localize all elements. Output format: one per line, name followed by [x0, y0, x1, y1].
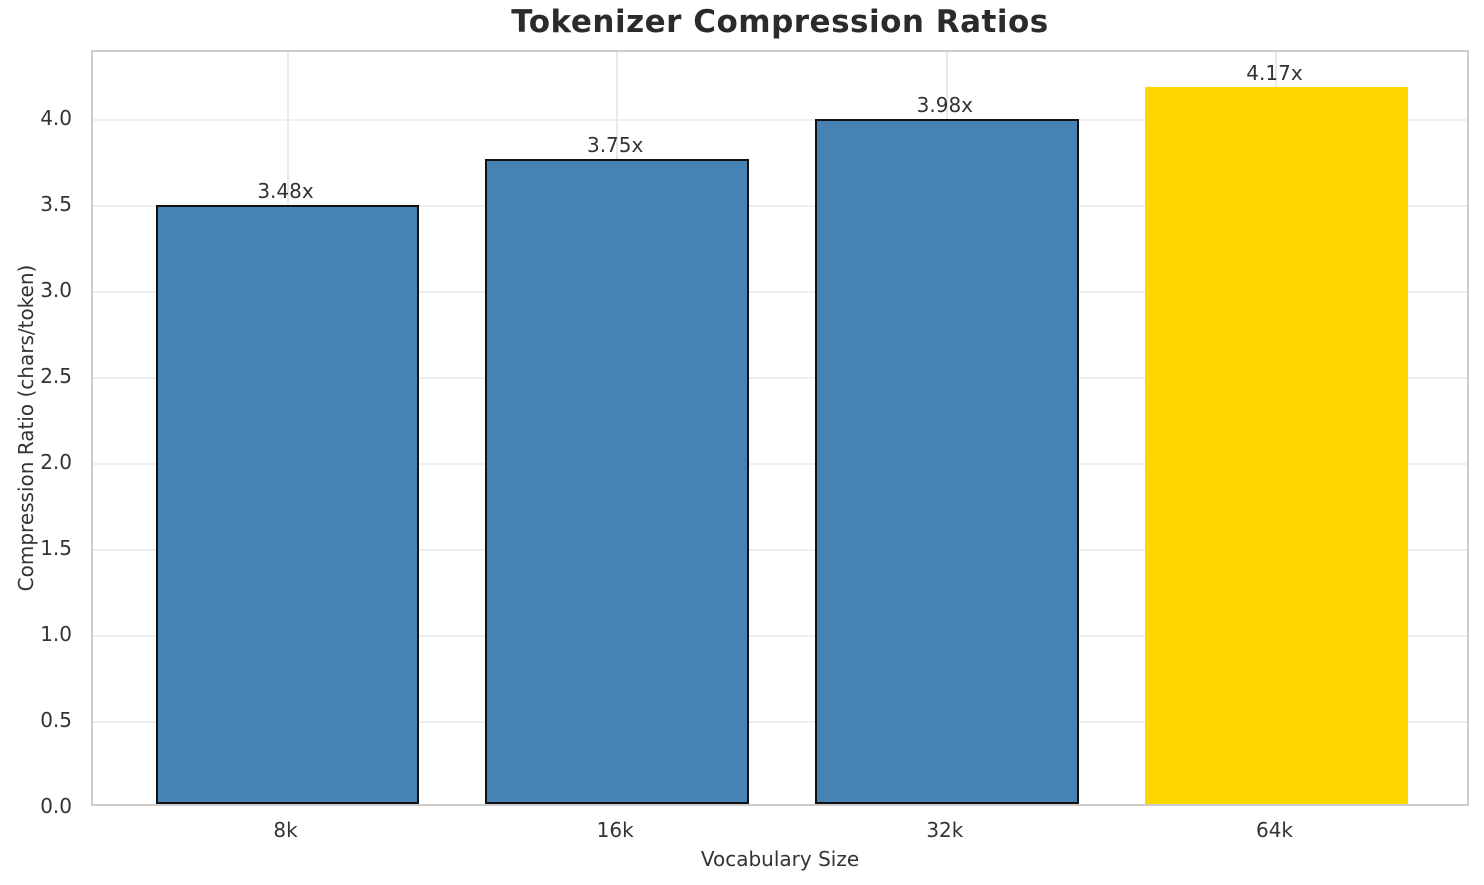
y-gridline [93, 720, 1467, 723]
y-gridline [93, 634, 1467, 637]
y-tick-label: 3.0 [40, 277, 72, 302]
plot-area [91, 50, 1469, 806]
bar-64k [1144, 86, 1409, 804]
x-tick-label: 64k [1255, 818, 1293, 842]
bar-8k [155, 205, 420, 804]
x-axis-label: Vocabulary Size [700, 847, 860, 871]
x-tick-label: 16k [596, 818, 634, 842]
y-gridline [93, 290, 1467, 293]
y-gridline [93, 462, 1467, 465]
y-gridline [93, 204, 1467, 207]
bar-value-label: 4.17x [1246, 60, 1303, 85]
y-tick-label: 3.5 [40, 191, 72, 216]
y-tick-label: 0.0 [40, 794, 72, 818]
bar-value-label: 3.48x [257, 179, 314, 204]
y-tick-label: 2.5 [40, 363, 72, 388]
y-tick-label: 2.0 [40, 449, 72, 474]
bar-value-label: 3.98x [916, 93, 974, 118]
y-tick-label: 1.5 [40, 535, 72, 560]
y-axis-label: Compression Ratio (chars/token) [14, 264, 38, 592]
x-tick-label: 32k [926, 818, 964, 842]
bar-value-label: 3.75x [586, 132, 644, 157]
y-gridline [93, 118, 1467, 121]
x-tick-label: 8k [273, 818, 298, 842]
y-tick-label: 4.0 [40, 105, 72, 130]
bar-16k [485, 158, 750, 804]
y-gridline [93, 376, 1467, 379]
y-gridline [93, 548, 1467, 551]
y-tick-label: 1.0 [40, 621, 72, 646]
bar-32k [814, 119, 1079, 804]
chart-title: Tokenizer Compression Ratios [511, 4, 1049, 40]
y-tick-label: 0.5 [40, 707, 72, 732]
